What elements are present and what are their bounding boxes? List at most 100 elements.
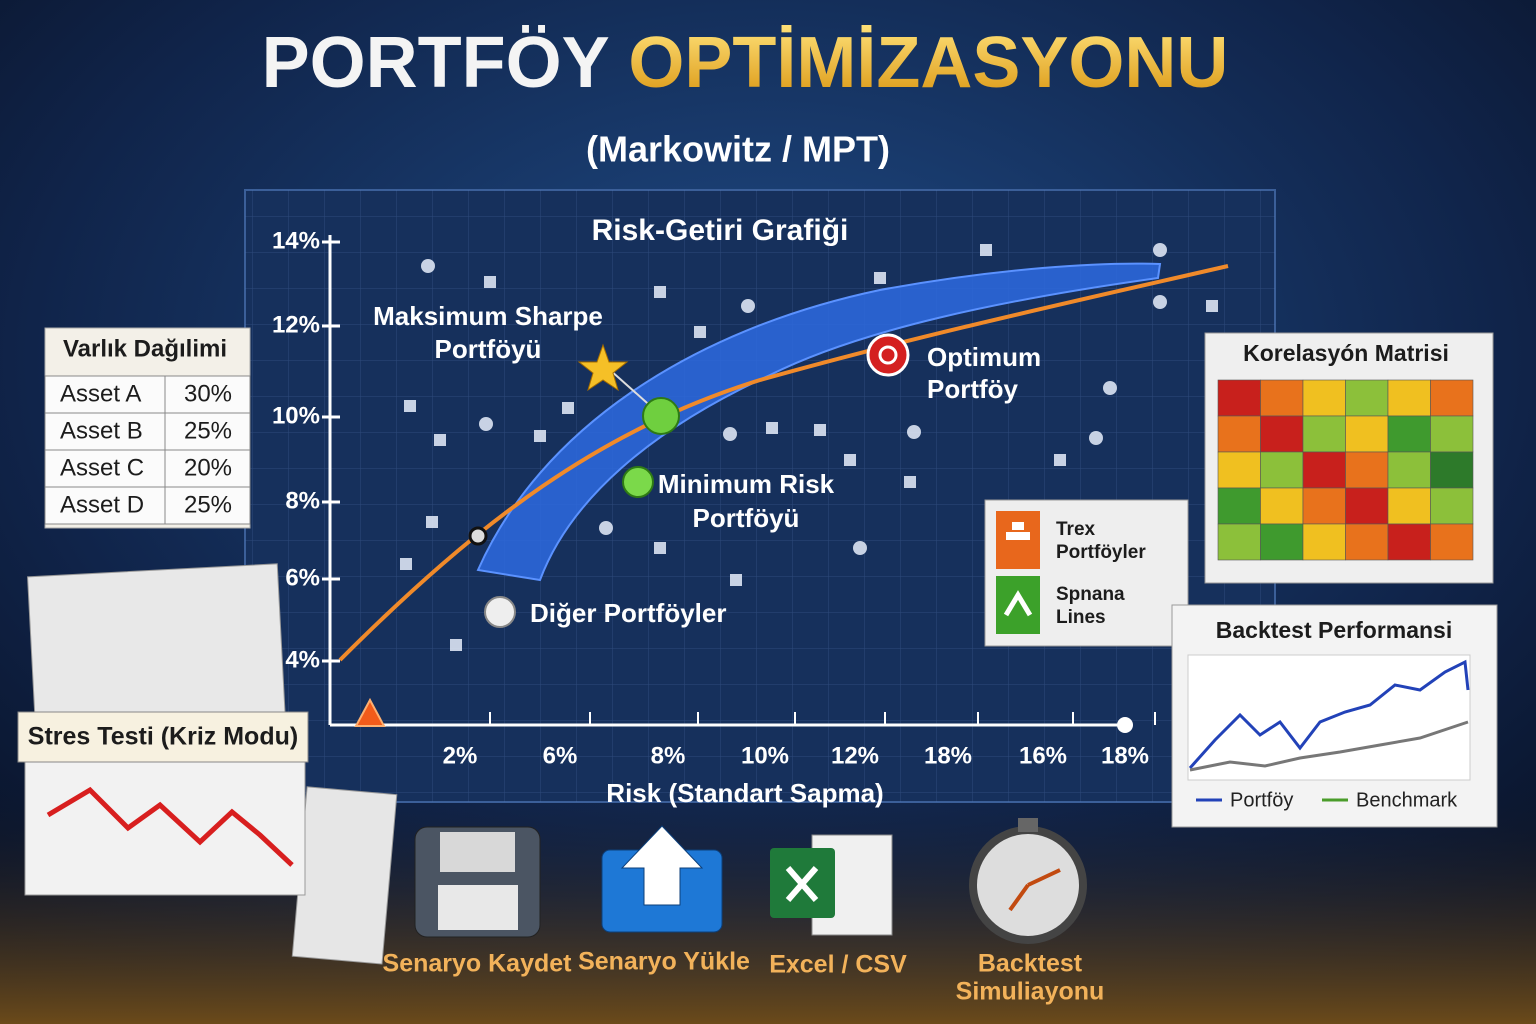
x-tick-label: 6% [543,742,578,769]
tangent-point [642,397,680,435]
stopwatch-top[interactable] [1018,818,1038,832]
x-tick-label: 18% [1101,742,1149,769]
stress-header [17,711,309,763]
y-tick-label: 4% [285,646,320,673]
portfolio-dot [434,434,446,446]
correlation-cell [1345,487,1389,525]
correlation-cell [1217,523,1261,561]
save-button[interactable]: Senaryo Kaydet [383,826,573,978]
table-row [44,412,251,451]
ticks: 14% 12% 10% 8% 6% 4% 2% 6% 8% 10% 12% 18% 16% 18% [272,227,1156,769]
paper [291,786,398,965]
asset-weight: 25% [184,491,232,518]
asset-weight: 30% [184,380,232,407]
legend-label: Spnana [1056,584,1125,605]
title-gold: OPTİMİZASYONU [628,23,1228,103]
portfolio-dot [741,299,755,313]
portfolio-dot [844,454,856,466]
correlation-cell [1260,415,1304,453]
legend-label: Lines [1056,607,1106,628]
stress-title: Stres Testi (Kriz Modu) [28,723,298,751]
correlation-cell [1302,451,1346,489]
button-label[interactable]: Simuliayonu [956,978,1105,1006]
portfolio-dot [723,427,737,441]
button-label[interactable]: Senaryo Yükle [578,948,750,976]
portfolio-dot [484,276,496,288]
correlation-cell [1302,523,1346,561]
asset-name: Asset A [60,380,141,407]
correlation-cell [1345,523,1389,561]
paper-stack [27,563,286,728]
correlation-cell [1387,523,1431,561]
correlation-cell [1217,451,1261,489]
min-risk-label: Minimum Risk [658,469,835,499]
correlation-cell [1217,379,1261,417]
portfolio-dot [534,430,546,442]
efficient-frontier [338,264,1229,662]
max-sharpe-label: Maksimum Sharpe [373,301,603,331]
correlation-cell [1345,379,1389,417]
x-axis-label: Risk (Standart Sapma) [606,778,883,808]
chart-title: Risk-Getiri Grafiği [592,214,849,247]
load-button[interactable]: Senaryo Yükle [578,825,750,976]
legend-icon-green [996,576,1040,634]
frontier-point [468,526,488,546]
portfolio-dot [562,402,574,414]
x-tick-label: 16% [1019,742,1067,769]
portfolio-dot [1153,243,1167,257]
legend-label: Portföyler [1056,542,1146,563]
asset-weight: 25% [184,417,232,444]
backtest-button[interactable]: Backtest Simuliayonu [956,818,1105,1006]
portfolio-dot [1103,381,1117,395]
table-row [44,486,251,525]
y-tick-label: 10% [272,402,320,429]
save-icon-part[interactable] [440,832,515,872]
correlation-cell [1302,415,1346,453]
correlation-cell [1260,379,1304,417]
portfolio-dot [694,326,706,338]
correlation-cell [1345,415,1389,453]
paper [27,563,286,728]
min-risk-label: Portföyü [693,503,800,533]
title-white: PORTFÖY [262,23,609,103]
stopwatch-hands[interactable] [1008,868,1061,912]
correlation-cell [1430,523,1474,561]
allocation-table: Asset A 30% Asset B 25% Asset C 20% Asset D 25% [44,375,251,525]
button-label[interactable]: Senaryo Kaydet [383,950,573,978]
button-label[interactable]: Excel / CSV [769,951,907,979]
correlation-cell [1430,451,1474,489]
portfolio-dot [766,422,778,434]
portfolio-cloud [400,243,1218,651]
plus-icon [1006,522,1030,540]
optimum-label: Optimum [927,342,1041,372]
correlation-title: Korelasyón Matrisi [1243,340,1449,366]
excel-button[interactable]: Excel / CSV [769,834,907,979]
correlation-cell [1345,451,1389,489]
load-arrow[interactable] [620,825,704,906]
x-tick-label: 2% [443,742,478,769]
others-label: Diğer Portföyler [530,598,727,628]
correlation-cell [1430,415,1474,453]
portfolio-dot [654,542,666,554]
button-label[interactable]: Backtest [978,950,1083,978]
optimum-target [866,333,910,377]
chart-grid [245,190,1275,802]
optimum-label: Portföy [927,374,1019,404]
allocation-title: Varlık Dağılimi [63,335,227,362]
warning-icon [354,697,386,727]
x-tick-label: 10% [741,742,789,769]
portfolio-dot [421,259,435,273]
correlation-cell [1430,487,1474,525]
portfolio-dot [1089,431,1103,445]
portfolio-dot [450,639,462,651]
excel-x[interactable] [785,866,819,902]
arrow-icon [1003,590,1033,617]
save-icon-part[interactable] [438,885,518,930]
correlation-cell [1302,487,1346,525]
portfolio-dot [426,516,438,528]
other-point [484,596,516,628]
axis-end [1117,717,1133,733]
backtest-legend: Benchmark [1356,789,1458,811]
correlation-cell [1387,379,1431,417]
subtitle: (Markowitz / MPT) [586,129,890,170]
